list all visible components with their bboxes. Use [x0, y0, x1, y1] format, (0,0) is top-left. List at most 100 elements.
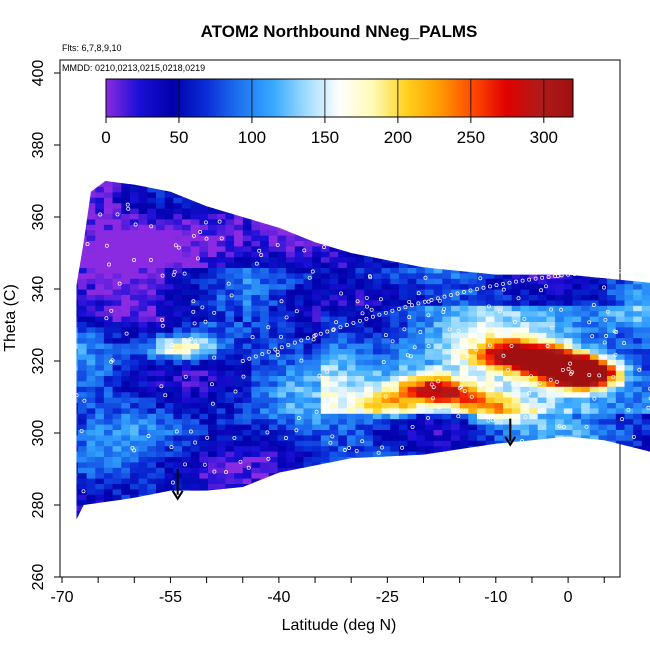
heatmap-cell [598, 386, 608, 393]
heatmap-cell [138, 305, 148, 312]
heatmap-cell [589, 440, 600, 447]
heatmap-cell [346, 467, 357, 474]
heatmap-cell [555, 402, 565, 409]
heatmap-cell [86, 488, 96, 495]
heatmap-cell [208, 515, 218, 522]
heatmap-cell [416, 386, 426, 393]
heatmap-cell [546, 321, 556, 328]
heatmap-cell [442, 213, 452, 220]
heatmap-cell [364, 283, 374, 290]
heatmap-cell [329, 267, 339, 274]
heatmap-cell [182, 537, 192, 544]
heatmap-cell [520, 191, 530, 198]
heatmap-cell [485, 553, 495, 560]
heatmap-cell [529, 321, 539, 328]
heatmap-cell [338, 407, 348, 414]
heatmap-cell [86, 289, 96, 295]
heatmap-cell [346, 380, 357, 387]
heatmap-cell [77, 181, 88, 182]
heatmap-cell [130, 343, 140, 349]
heatmap-cell [485, 218, 495, 225]
heatmap-cell [260, 316, 270, 322]
heatmap-cell [303, 478, 313, 484]
heatmap-cell [234, 343, 244, 349]
heatmap-cell [442, 386, 452, 393]
heatmap-cell [641, 553, 650, 560]
heatmap-cell [355, 364, 365, 371]
heatmap-cell [546, 505, 556, 511]
heatmap-cell [433, 208, 443, 214]
heatmap-cell [451, 429, 461, 436]
heatmap-cell [633, 553, 643, 560]
heatmap-cell [77, 456, 88, 463]
heatmap-cell [242, 272, 253, 279]
heatmap-cell [130, 537, 140, 544]
heatmap-cell [598, 434, 608, 441]
heatmap-cell [563, 386, 574, 393]
heatmap-cell [147, 337, 157, 344]
heatmap-cell [242, 202, 253, 209]
heatmap-cell [103, 208, 114, 214]
heatmap-cell [581, 240, 591, 247]
heatmap-cell [433, 283, 443, 290]
heatmap-cell [381, 451, 391, 457]
heatmap-cell [520, 326, 530, 333]
heatmap-cell [112, 451, 122, 457]
heatmap-cell [433, 542, 443, 549]
heatmap-cell [260, 548, 270, 555]
heatmap-cell [208, 256, 218, 263]
heatmap-cell [121, 494, 131, 501]
heatmap-cell [338, 235, 348, 241]
heatmap-cell [433, 451, 443, 457]
heatmap-cell [477, 202, 487, 209]
heatmap-cell [607, 575, 617, 577]
heatmap-cell [459, 224, 469, 231]
heatmap-cell [320, 218, 331, 225]
heatmap-cell [286, 380, 296, 387]
heatmap-cell [433, 240, 443, 247]
heatmap-cell [103, 434, 114, 441]
heatmap-cell [251, 402, 261, 409]
heatmap-cell [572, 251, 582, 258]
heatmap-cell [147, 564, 157, 571]
heatmap-cell [77, 299, 88, 306]
heatmap-cell [433, 181, 443, 182]
heatmap-cell [320, 434, 331, 441]
heatmap-cell [260, 310, 270, 317]
heatmap-cell [138, 262, 148, 268]
heatmap-cell [364, 537, 374, 544]
heatmap-cell [338, 240, 348, 247]
heatmap-cell [381, 499, 391, 506]
heatmap-cell [121, 532, 131, 538]
heatmap-cell [494, 505, 504, 511]
heatmap-cell [164, 391, 174, 398]
heatmap-cell [86, 353, 96, 360]
heatmap-cell [372, 559, 383, 565]
heatmap-cell [320, 294, 331, 301]
heatmap-cell [355, 553, 365, 560]
heatmap-cell [442, 515, 452, 522]
heatmap-cell [103, 191, 114, 198]
heatmap-cell [641, 343, 650, 349]
heatmap-cell [477, 526, 487, 533]
heatmap-cell [485, 461, 495, 468]
heatmap-cell [156, 272, 166, 279]
heatmap-cell [468, 505, 478, 511]
heatmap-cell [589, 343, 600, 349]
heatmap-cell [581, 418, 591, 425]
heatmap-cell [138, 494, 148, 501]
heatmap-cell [433, 262, 443, 268]
heatmap-cell [477, 235, 487, 241]
heatmap-cell [589, 208, 600, 214]
heatmap-cell [372, 316, 383, 322]
heatmap-cell [624, 515, 634, 522]
heatmap-cell [294, 575, 305, 577]
heatmap-cell [260, 515, 270, 522]
heatmap-cell [615, 397, 626, 403]
heatmap-cell [77, 202, 88, 209]
heatmap-cell [216, 424, 226, 430]
heatmap-cell [225, 202, 235, 209]
heatmap-cell [390, 575, 400, 577]
heatmap-cell [208, 218, 218, 225]
heatmap-cell [208, 467, 218, 474]
